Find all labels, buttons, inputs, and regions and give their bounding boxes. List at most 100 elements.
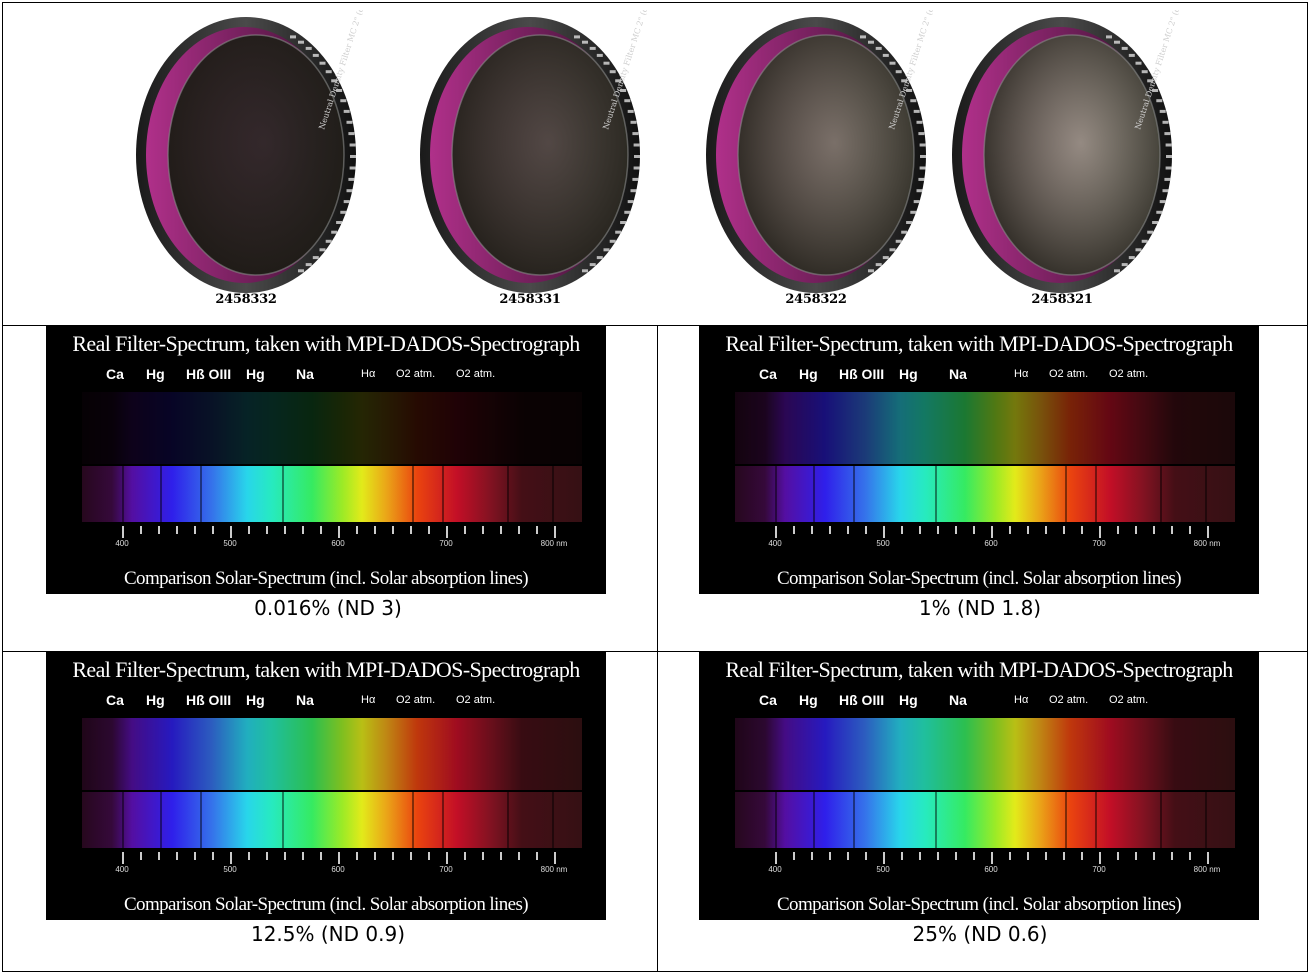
knurl-mark (1129, 256, 1135, 259)
scale-tick (1063, 526, 1065, 534)
knurl-mark (350, 144, 356, 147)
scale-tick (464, 852, 466, 860)
scale-tick (302, 852, 304, 860)
absorption-line (1095, 792, 1097, 848)
scale-tick (1099, 526, 1101, 538)
scale-tick (1063, 852, 1065, 860)
scale-tick (140, 526, 142, 534)
knurl-mark (331, 231, 337, 234)
element-label: Na (949, 692, 967, 708)
element-label: Hα (1014, 694, 1028, 706)
knurl-mark (896, 240, 902, 243)
scale-tick (775, 526, 777, 538)
scale-tick (865, 852, 867, 860)
scale-tick (194, 526, 196, 534)
scale-tick (847, 526, 849, 534)
knurl-mark (910, 99, 916, 102)
spectrum-title: Real Filter-Spectrum, taken with MPI-DAD… (46, 331, 606, 357)
absorption-line (1160, 792, 1162, 848)
scale-tick (1009, 526, 1011, 534)
knurl-mark (868, 41, 874, 44)
knurl-mark (1142, 240, 1148, 243)
scale-tick (374, 852, 376, 860)
scale-tick (140, 852, 142, 860)
element-label: O2 atm. (1049, 694, 1088, 706)
scale-tick-label: 700 (1092, 539, 1105, 548)
scale-tick (901, 526, 903, 534)
knurl-mark (347, 189, 353, 192)
scale-tick (374, 526, 376, 534)
scale-tick (1081, 526, 1083, 534)
knurl-mark (344, 200, 350, 203)
scale-tick (991, 852, 993, 864)
scale-tick-label: 400 (768, 539, 781, 548)
element-label: Hg (799, 692, 818, 708)
transmission-caption: 0.016% (ND 3) (8, 596, 648, 620)
scale-tick (500, 852, 502, 860)
scale-tick (901, 852, 903, 860)
spectrum-title: Real Filter-Spectrum, taken with MPI-DAD… (699, 331, 1259, 357)
absorption-line (442, 792, 444, 848)
absorption-line (282, 792, 284, 848)
scale-tick (284, 526, 286, 534)
knurl-mark (1147, 231, 1153, 234)
scale-tick (356, 852, 358, 860)
knurl-mark (326, 240, 332, 243)
knurl-mark (597, 256, 603, 259)
scale-tick (1135, 526, 1137, 534)
column-divider (657, 325, 658, 972)
knurl-mark (1136, 248, 1142, 251)
knurl-mark (1163, 121, 1169, 124)
scale-tick (446, 526, 448, 538)
knurl-mark (306, 47, 312, 50)
knurl-mark (883, 54, 889, 57)
scale-tick (919, 852, 921, 860)
element-label: O2 atm. (456, 368, 495, 380)
scale-tick (536, 526, 538, 534)
scale-tick-label: 600 (984, 539, 997, 548)
absorption-line (160, 792, 162, 848)
filter-article-number: 2458321 (932, 292, 1192, 307)
knurl-mark (306, 263, 312, 266)
scale-tick (410, 526, 412, 534)
spectrum-footer: Comparison Solar-Spectrum (incl. Solar a… (699, 894, 1259, 916)
knurl-mark (350, 167, 356, 170)
element-label: Ca (106, 366, 124, 382)
transmission-caption: 1% (ND 1.8) (660, 596, 1300, 620)
scale-tick (230, 852, 232, 864)
scale-tick (829, 526, 831, 534)
element-label: Hg (899, 692, 918, 708)
scale-tick (937, 526, 939, 534)
knurl-mark (906, 221, 912, 224)
scale-tick-label: 500 (876, 865, 889, 874)
scale-tick-label: 600 (331, 865, 344, 874)
scale-tick (230, 526, 232, 538)
element-label: Hß OIII (839, 366, 884, 382)
element-label: Hg (146, 692, 165, 708)
knurl-mark (313, 256, 319, 259)
knurl-mark (1129, 54, 1135, 57)
absorption-line (412, 466, 414, 522)
element-label: Ca (106, 692, 124, 708)
element-label: Hg (899, 366, 918, 382)
scale-tick (176, 852, 178, 860)
scale-tick (482, 852, 484, 860)
absorption-line (507, 466, 509, 522)
knurl-mark (1152, 221, 1158, 224)
element-label: Hα (361, 694, 375, 706)
scale-tick (973, 526, 975, 534)
absorption-line (935, 466, 937, 522)
scale-tick-label: 500 (876, 539, 889, 548)
knurl-mark (634, 155, 640, 158)
scale-tick (338, 852, 340, 864)
scale-tick (248, 852, 250, 860)
scale-tick (122, 852, 124, 864)
scale-tick (392, 852, 394, 860)
scale-tick-label: 400 (115, 539, 128, 548)
scale-tick (847, 852, 849, 860)
spectrum-image: Real Filter-Spectrum, taken with MPI-DAD… (46, 326, 606, 594)
scale-tick (955, 852, 957, 860)
knurl-mark (350, 155, 356, 158)
scale-tick (446, 852, 448, 864)
knurl-mark (1122, 263, 1128, 266)
